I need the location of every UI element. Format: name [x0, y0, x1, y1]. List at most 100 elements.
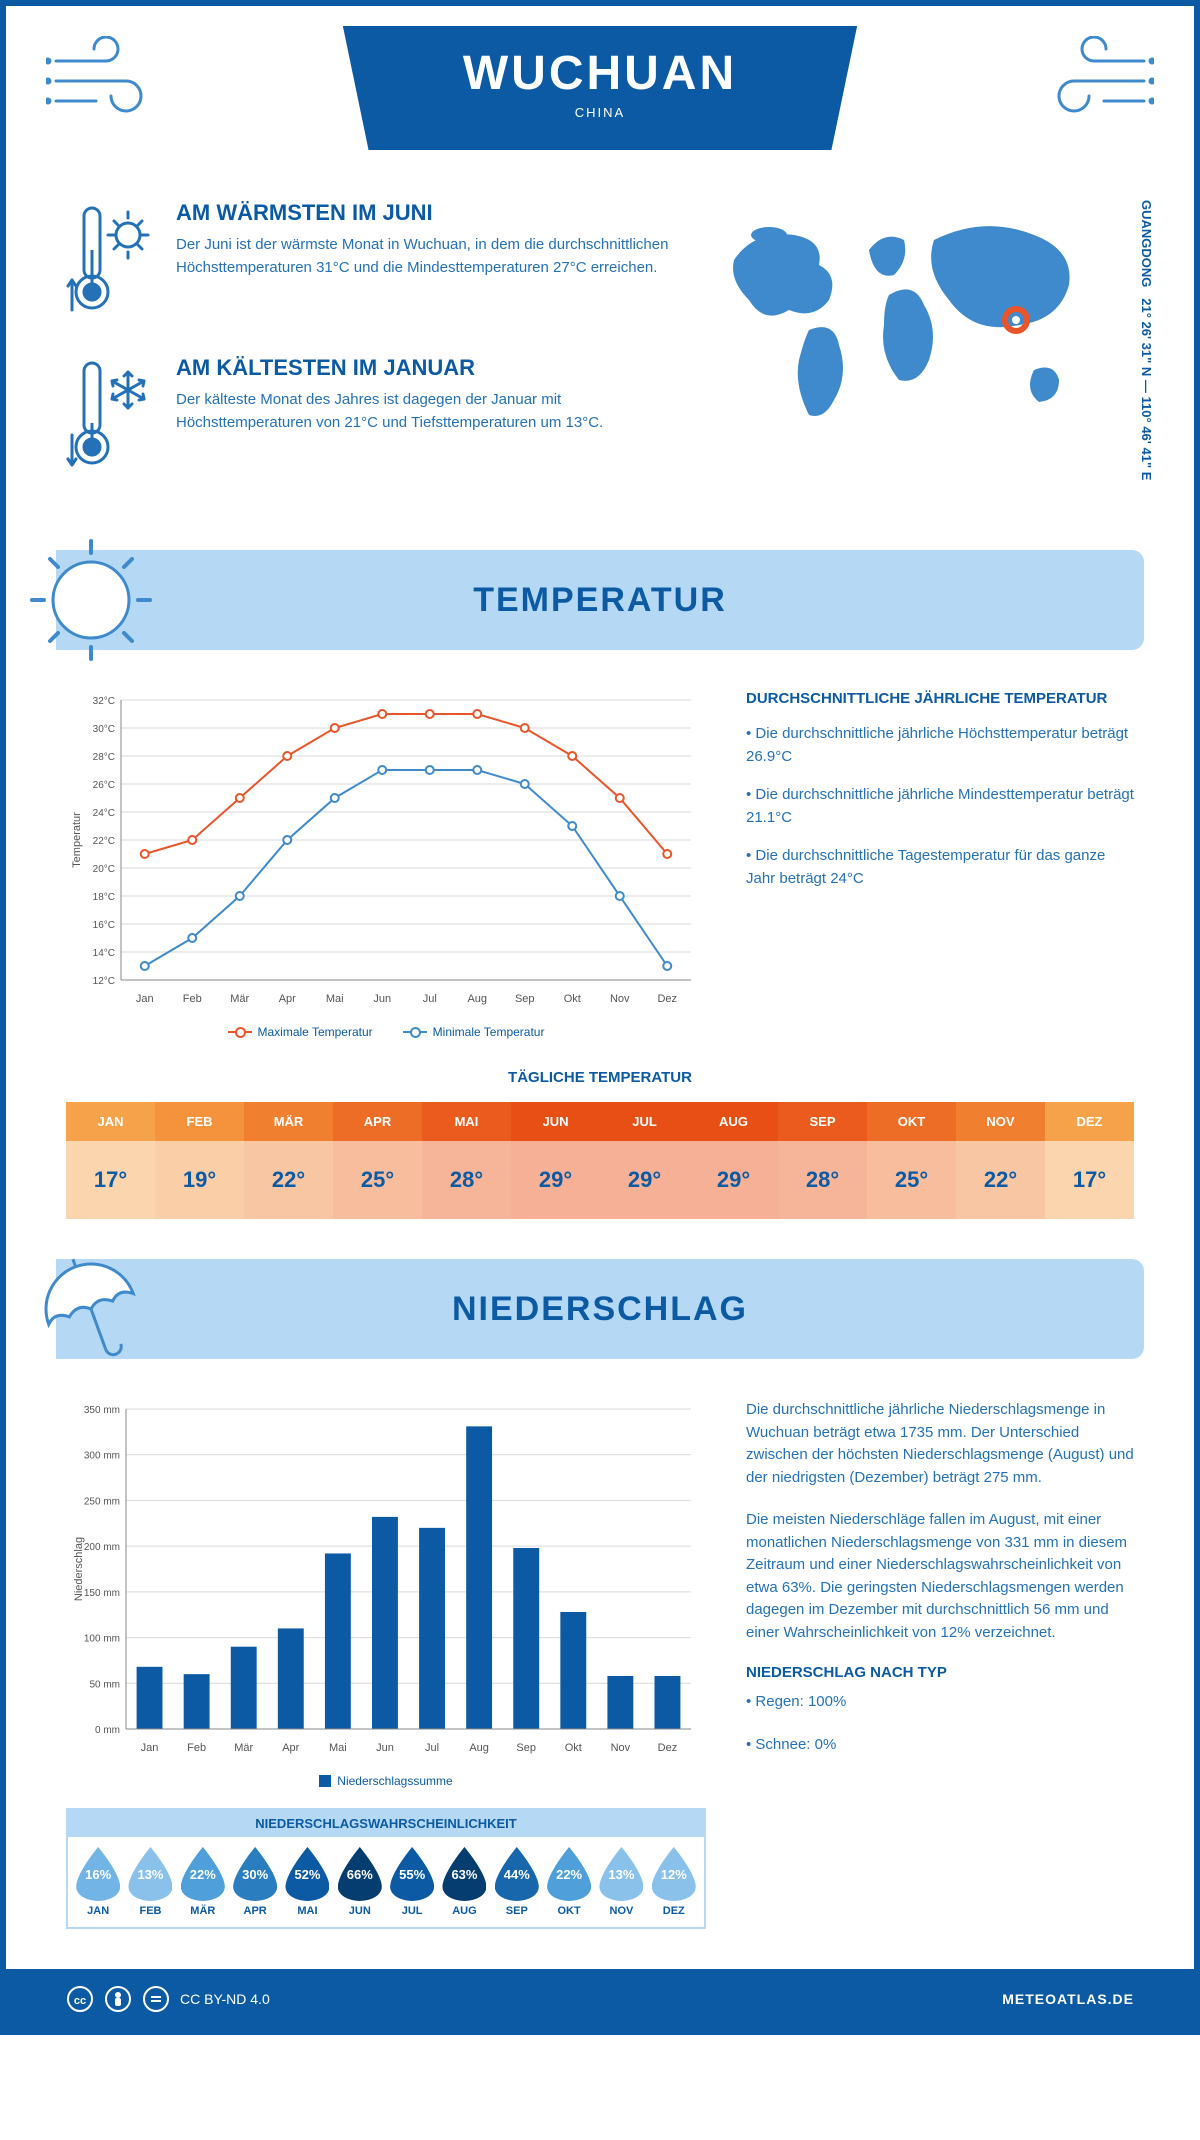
facts-row: AM WÄRMSTEN IM JUNI Der Juni ist der wär…	[6, 180, 1194, 550]
daily-value-cell: 19°	[155, 1141, 244, 1219]
facts-text-column: AM WÄRMSTEN IM JUNI Der Juni ist der wär…	[66, 200, 674, 510]
svg-text:200 mm: 200 mm	[84, 1542, 120, 1553]
daily-month-cell: NOV	[956, 1102, 1045, 1141]
probability-cell: 22%MÄR	[179, 1847, 227, 1917]
svg-text:Mär: Mär	[234, 1742, 253, 1754]
precip-info-p2: Die meisten Niederschläge fallen im Augu…	[746, 1509, 1134, 1644]
svg-text:Feb: Feb	[183, 993, 202, 1005]
svg-text:cc: cc	[74, 1995, 86, 2007]
svg-text:30°C: 30°C	[93, 724, 115, 735]
daily-value-cell: 29°	[511, 1141, 600, 1219]
svg-text:Jul: Jul	[425, 1742, 439, 1754]
svg-text:Okt: Okt	[564, 993, 581, 1005]
svg-text:300 mm: 300 mm	[84, 1451, 120, 1462]
svg-text:50 mm: 50 mm	[89, 1679, 120, 1690]
temperature-line-chart: 12°C14°C16°C18°C20°C22°C24°C26°C28°C30°C…	[66, 690, 706, 1039]
daily-month-cell: JAN	[66, 1102, 155, 1141]
wind-icon	[46, 36, 166, 131]
probability-cell: 44%SEP	[493, 1847, 541, 1917]
svg-text:Jun: Jun	[376, 1742, 394, 1754]
daily-value-cell: 25°	[867, 1141, 956, 1219]
svg-text:18°C: 18°C	[93, 892, 115, 903]
probability-cell: 30%APR	[231, 1847, 279, 1917]
temp-info-p2: • Die durchschnittliche jährliche Mindes…	[746, 784, 1134, 829]
temperature-section-header: TEMPERATUR	[56, 550, 1144, 650]
by-icon	[104, 1985, 132, 2013]
precipitation-probability-box: NIEDERSCHLAGSWAHRSCHEINLICHKEIT 16%JAN13…	[66, 1808, 706, 1929]
coldest-text: AM KÄLTESTEN IM JANUAR Der kälteste Mona…	[176, 355, 674, 480]
svg-text:Okt: Okt	[565, 1742, 582, 1754]
coldest-title: AM KÄLTESTEN IM JANUAR	[176, 355, 674, 381]
title-banner: WUCHUAN CHINA	[343, 26, 857, 150]
temp-info-p3: • Die durchschnittliche Tagestemperatur …	[746, 845, 1134, 890]
world-map: GUANGDONG 21° 26' 31" N — 110° 46' 41" E	[714, 200, 1134, 510]
svg-text:14°C: 14°C	[93, 948, 115, 959]
daily-month-cell: FEB	[155, 1102, 244, 1141]
daily-temp-title: TÄGLICHE TEMPERATUR	[66, 1069, 1134, 1086]
svg-text:Jan: Jan	[141, 1742, 159, 1754]
daily-month-cell: OKT	[867, 1102, 956, 1141]
precip-info-p1: Die durchschnittliche jährliche Niedersc…	[746, 1399, 1134, 1489]
nd-icon	[142, 1985, 170, 2013]
svg-text:16°C: 16°C	[93, 920, 115, 931]
svg-text:Apr: Apr	[282, 1742, 299, 1754]
svg-text:Temperatur: Temperatur	[71, 812, 83, 868]
precipitation-bar-chart: 0 mm50 mm100 mm150 mm200 mm250 mm300 mm3…	[66, 1399, 706, 1788]
daily-value-cell: 29°	[600, 1141, 689, 1219]
svg-text:Sep: Sep	[516, 1742, 536, 1754]
thermometer-cold-icon	[66, 355, 156, 480]
probability-title: NIEDERSCHLAGSWAHRSCHEINLICHKEIT	[68, 1810, 704, 1837]
country-subtitle: CHINA	[463, 105, 737, 120]
warmest-title: AM WÄRMSTEN IM JUNI	[176, 200, 674, 226]
svg-text:28°C: 28°C	[93, 752, 115, 763]
svg-text:Apr: Apr	[279, 993, 296, 1005]
daily-month-cell: SEP	[778, 1102, 867, 1141]
svg-text:Aug: Aug	[467, 993, 487, 1005]
coldest-fact: AM KÄLTESTEN IM JANUAR Der kälteste Mona…	[66, 355, 674, 480]
daily-month-cell: MAI	[422, 1102, 511, 1141]
thermometer-hot-icon	[66, 200, 156, 325]
svg-text:Mai: Mai	[326, 993, 344, 1005]
probability-cell: 16%JAN	[74, 1847, 122, 1917]
daily-value-cell: 28°	[422, 1141, 511, 1219]
svg-text:Jun: Jun	[373, 993, 391, 1005]
svg-text:Nov: Nov	[611, 1742, 631, 1754]
probability-cell: 63%AUG	[440, 1847, 488, 1917]
daily-value-cell: 29°	[689, 1141, 778, 1219]
temperature-title: TEMPERATUR	[473, 581, 727, 620]
daily-value-cell: 17°	[1045, 1141, 1134, 1219]
svg-text:350 mm: 350 mm	[84, 1405, 120, 1416]
daily-temp-value-row: 17°19°22°25°28°29°29°29°28°25°22°17°	[66, 1141, 1134, 1219]
svg-text:Dez: Dez	[657, 993, 677, 1005]
sun-icon	[26, 535, 156, 670]
precip-type-snow: • Schnee: 0%	[746, 1734, 1134, 1757]
daily-month-cell: JUL	[600, 1102, 689, 1141]
svg-text:32°C: 32°C	[93, 696, 115, 707]
svg-text:Aug: Aug	[469, 1742, 489, 1754]
precipitation-content: 0 mm50 mm100 mm150 mm200 mm250 mm300 mm3…	[6, 1359, 1194, 1969]
warmest-text: AM WÄRMSTEN IM JUNI Der Juni ist der wär…	[176, 200, 674, 325]
probability-row: 16%JAN13%FEB22%MÄR30%APR52%MAI66%JUN55%J…	[68, 1837, 704, 1927]
svg-text:Niederschlag: Niederschlag	[73, 1537, 85, 1601]
probability-cell: 22%OKT	[545, 1847, 593, 1917]
temperature-content: 12°C14°C16°C18°C20°C22°C24°C26°C28°C30°C…	[6, 650, 1194, 1259]
infographic-page: WUCHUAN CHINA AM WÄRMSTEN IM JUNI Der Ju…	[0, 0, 1200, 2035]
svg-text:Feb: Feb	[187, 1742, 206, 1754]
svg-text:100 mm: 100 mm	[84, 1634, 120, 1645]
temperature-info: DURCHSCHNITTLICHE JÄHRLICHE TEMPERATUR •…	[746, 690, 1134, 1039]
probability-cell: 13%NOV	[597, 1847, 645, 1917]
svg-text:Jan: Jan	[136, 993, 154, 1005]
svg-text:12°C: 12°C	[93, 976, 115, 987]
license-block: cc CC BY-ND 4.0	[66, 1985, 270, 2013]
footer: cc CC BY-ND 4.0 METEOATLAS.DE	[6, 1969, 1194, 2029]
daily-value-cell: 22°	[956, 1141, 1045, 1219]
precipitation-section-header: NIEDERSCHLAG	[56, 1259, 1144, 1359]
site-name: METEOATLAS.DE	[1002, 1991, 1134, 2007]
probability-cell: 12%DEZ	[650, 1847, 698, 1917]
temp-info-p1: • Die durchschnittliche jährliche Höchst…	[746, 723, 1134, 768]
svg-text:250 mm: 250 mm	[84, 1496, 120, 1507]
warmest-body: Der Juni ist der wärmste Monat in Wuchua…	[176, 234, 674, 279]
daily-month-cell: AUG	[689, 1102, 778, 1141]
svg-text:Sep: Sep	[515, 993, 535, 1005]
daily-temp-header-row: JANFEBMÄRAPRMAIJUNJULAUGSEPOKTNOVDEZ	[66, 1102, 1134, 1141]
